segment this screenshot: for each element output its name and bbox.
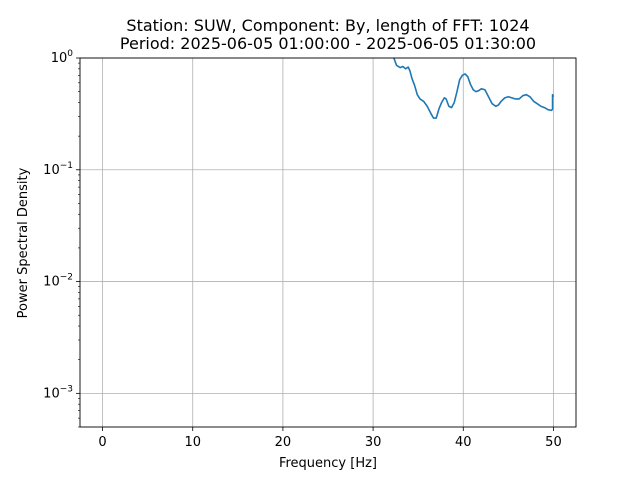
- plot-frame: [79, 57, 577, 428]
- axis-ticks: 0 10 20 30 40 50 100 10−1 10−2 10−3: [43, 49, 562, 450]
- series-layer: [393, 58, 555, 119]
- axes-frame: [79, 57, 577, 428]
- x-tick-label: 10: [184, 435, 201, 450]
- psd-series-line: [393, 58, 555, 119]
- x-tick-label: 30: [365, 435, 382, 450]
- x-tick-label: 20: [275, 435, 292, 450]
- y-tick-label: 10−3: [43, 384, 73, 401]
- x-axis-label: Frequency [Hz]: [279, 456, 377, 471]
- y-axis-label: Power Spectral Density: [16, 167, 31, 318]
- x-tick-label: 0: [98, 435, 106, 450]
- y-tick-label: 10−1: [43, 161, 73, 178]
- y-tick-label: 10−2: [43, 273, 73, 290]
- x-tick-label: 50: [545, 435, 562, 450]
- chart-title-line2: Period: 2025-06-05 01:00:00 - 2025-06-05…: [120, 34, 536, 53]
- chart-title-line1: Station: SUW, Component: By, length of F…: [126, 16, 529, 35]
- x-tick-label: 40: [455, 435, 472, 450]
- y-tick-label: 100: [51, 49, 74, 66]
